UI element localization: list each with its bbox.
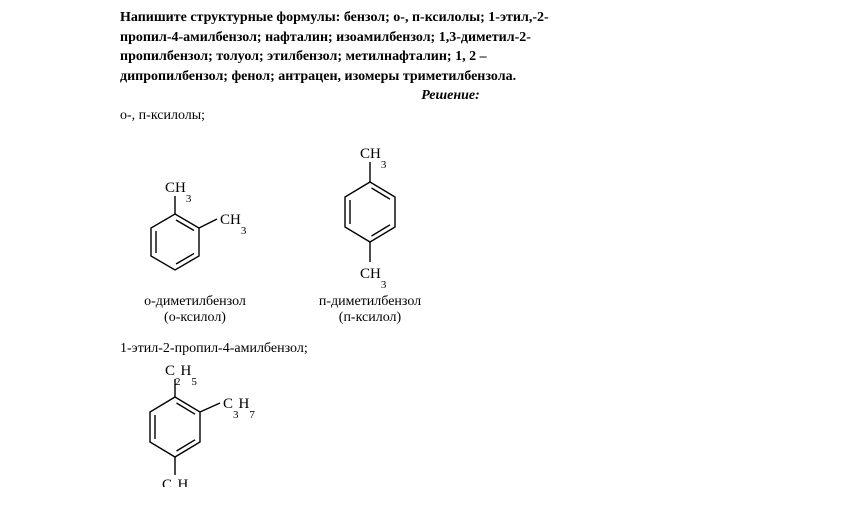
o-xylene-caption: о-диметилбензол (о-ксилол) bbox=[144, 294, 246, 326]
o-sub2-label: CH3 bbox=[220, 212, 247, 237]
xylenes-row: CH3 CH3 о-диметилбензол (о-ксилол) bbox=[120, 132, 781, 326]
task-line-4: дипропилбензол; фенол; антрацен, изомеры… bbox=[120, 69, 516, 84]
task-text: Напишите структурные формулы: бензол; о-… bbox=[120, 8, 781, 86]
section-1-label: о-, п-ксилолы; bbox=[120, 108, 781, 124]
p-xylene-structure: CH3 CH3 bbox=[300, 132, 440, 292]
section-2-label: 1-этил-2-пропил-4-амилбензол; bbox=[120, 341, 781, 357]
task-line-2: пропил-4-амилбензол; нафталин; изоамилбе… bbox=[120, 30, 531, 45]
document-page: Напишите структурные формулы: бензол; о-… bbox=[0, 0, 841, 500]
task-line-1: Напишите структурные формулы: бензол; о-… bbox=[120, 10, 549, 25]
p-sub1-label: CH3 bbox=[360, 146, 387, 171]
ethyl-propyl-amylbenzene-block: C2H5 C3H7 C5H11 bbox=[120, 357, 781, 492]
sub-c3h7-label: C3H7 bbox=[223, 396, 255, 421]
p-xylene-caption: п-диметилбензол (п-ксилол) bbox=[319, 294, 421, 326]
o-xylene-structure: CH3 CH3 bbox=[120, 162, 270, 292]
p-xylene-name: п-диметилбензол bbox=[319, 294, 421, 309]
o-xylene-block: CH3 CH3 о-диметилбензол (о-ксилол) bbox=[120, 162, 270, 326]
task-line-3: пропилбензол; толуол; этилбензол; метилн… bbox=[120, 49, 487, 64]
p-xylene-block: CH3 CH3 п-диметилбензол (п-ксилол) bbox=[300, 132, 440, 326]
sub-c2h5-label: C2H5 bbox=[165, 363, 197, 388]
ethyl-propyl-amylbenzene-structure: C2H5 C3H7 C5H11 bbox=[120, 357, 320, 487]
solution-label: Решение: bbox=[120, 88, 781, 104]
p-sub2-label: CH3 bbox=[360, 266, 387, 291]
o-xylene-alt: (о-ксилол) bbox=[164, 310, 226, 325]
o-sub1-label: CH3 bbox=[165, 180, 192, 205]
o-xylene-name: о-диметилбензол bbox=[144, 294, 246, 309]
p-xylene-alt: (п-ксилол) bbox=[339, 310, 401, 325]
sub-c5h11-label: C5H11 bbox=[162, 477, 199, 487]
